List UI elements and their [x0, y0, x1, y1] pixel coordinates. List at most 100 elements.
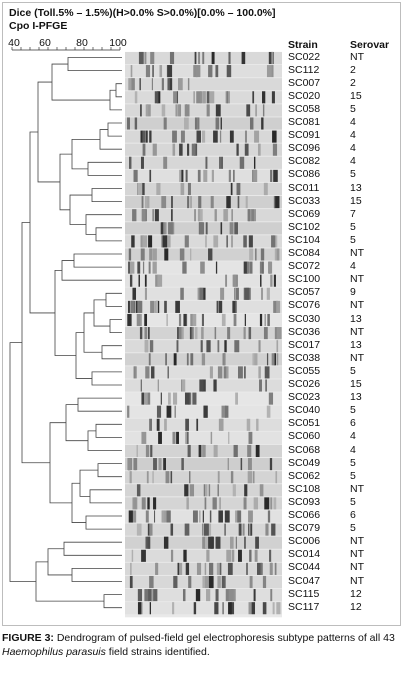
gel-lane	[125, 143, 282, 156]
strain-label: SC112	[288, 63, 320, 76]
gel-band	[246, 104, 251, 117]
gel-band	[210, 196, 214, 209]
gel-band	[246, 562, 248, 575]
gel-lane-background	[125, 274, 282, 287]
gel-band	[188, 575, 192, 589]
gel-band	[232, 484, 236, 497]
gel-band	[131, 235, 135, 248]
strain-label: SC102	[288, 220, 321, 233]
gel-band	[182, 261, 187, 274]
gel-band	[188, 392, 192, 405]
gel-band	[162, 235, 168, 248]
gel-band	[162, 222, 165, 235]
gel-band	[152, 248, 157, 261]
gel-band	[168, 392, 171, 405]
gel-lane	[125, 274, 282, 287]
gel-band	[144, 589, 149, 602]
serovar-label: 7	[350, 207, 356, 220]
gel-band	[220, 222, 223, 235]
gel-band	[155, 300, 158, 313]
gel-band	[145, 104, 149, 117]
gel-band	[148, 261, 151, 274]
gel-band	[131, 78, 135, 91]
gel-band	[128, 248, 132, 261]
gel-band	[166, 405, 172, 418]
serovar-label: 4	[350, 142, 356, 155]
scale-tick-label: 60	[39, 37, 51, 49]
gel-band	[164, 418, 167, 431]
strain-label: SC084	[288, 247, 321, 259]
gel-band	[192, 313, 197, 327]
gel-band	[167, 78, 170, 91]
gel-band	[145, 65, 151, 78]
gel-lane	[125, 366, 282, 379]
gel-band	[144, 51, 147, 65]
gel-band	[161, 196, 167, 209]
gel-band	[273, 169, 278, 182]
gel-band	[198, 196, 202, 209]
gel-band	[214, 602, 219, 615]
gel-band	[252, 353, 255, 366]
gel-band	[152, 261, 157, 274]
strain-label: SC020	[288, 89, 321, 102]
gel-lane	[125, 418, 282, 431]
gel-band	[190, 248, 192, 261]
gel-band	[276, 248, 280, 261]
gel-lane	[125, 327, 282, 340]
gel-band	[231, 549, 235, 562]
gel-band	[226, 65, 232, 78]
gel-band	[136, 444, 138, 458]
gel-band	[271, 65, 274, 78]
gel-band	[243, 261, 248, 274]
gel-band	[149, 418, 152, 431]
gel-band	[255, 104, 257, 117]
gel-band	[149, 340, 154, 353]
gel-lane	[125, 222, 282, 235]
gel-band	[139, 51, 144, 65]
gel-band	[141, 209, 147, 222]
gel-band	[253, 497, 259, 510]
gel-band	[237, 366, 243, 379]
gel-band	[217, 471, 220, 484]
gel-band	[147, 523, 151, 536]
gel-band	[252, 91, 255, 104]
gel-band	[269, 458, 273, 471]
gel-band-patterns	[125, 51, 282, 618]
gel-band	[151, 78, 153, 91]
gel-lane-background	[125, 431, 282, 444]
strain-label: SC068	[288, 443, 321, 456]
dendrogram-branch	[29, 131, 55, 314]
gel-band	[201, 353, 206, 366]
gel-band	[178, 313, 182, 327]
gel-band	[272, 602, 275, 615]
gel-band	[206, 523, 212, 536]
gel-band	[171, 209, 173, 222]
gel-band	[270, 589, 273, 602]
gel-band	[153, 458, 157, 471]
gel-band	[276, 300, 281, 313]
gel-band	[202, 510, 204, 523]
gel-band	[226, 91, 229, 104]
gel-band	[129, 156, 131, 169]
gel-band	[244, 313, 246, 327]
gel-band	[196, 418, 199, 431]
gel-lane-background	[125, 65, 282, 78]
gel-band	[202, 575, 207, 589]
strain-label: SC096	[288, 142, 321, 155]
serovar-column-header: Serovar	[350, 39, 390, 51]
gel-band	[224, 405, 229, 418]
gel-band	[189, 327, 194, 340]
gel-lane	[125, 444, 282, 458]
serovar-label: 15	[350, 194, 362, 207]
gel-lane-background	[125, 589, 282, 602]
strain-label: SC036	[288, 325, 321, 338]
gel-band	[189, 471, 191, 484]
gel-band	[170, 549, 174, 562]
gel-band	[187, 78, 190, 91]
gel-band	[163, 117, 167, 130]
gel-band	[245, 196, 248, 209]
gel-band	[172, 143, 176, 156]
gel-band	[184, 392, 190, 405]
gel-lane	[125, 209, 282, 222]
gel-band	[189, 484, 195, 497]
